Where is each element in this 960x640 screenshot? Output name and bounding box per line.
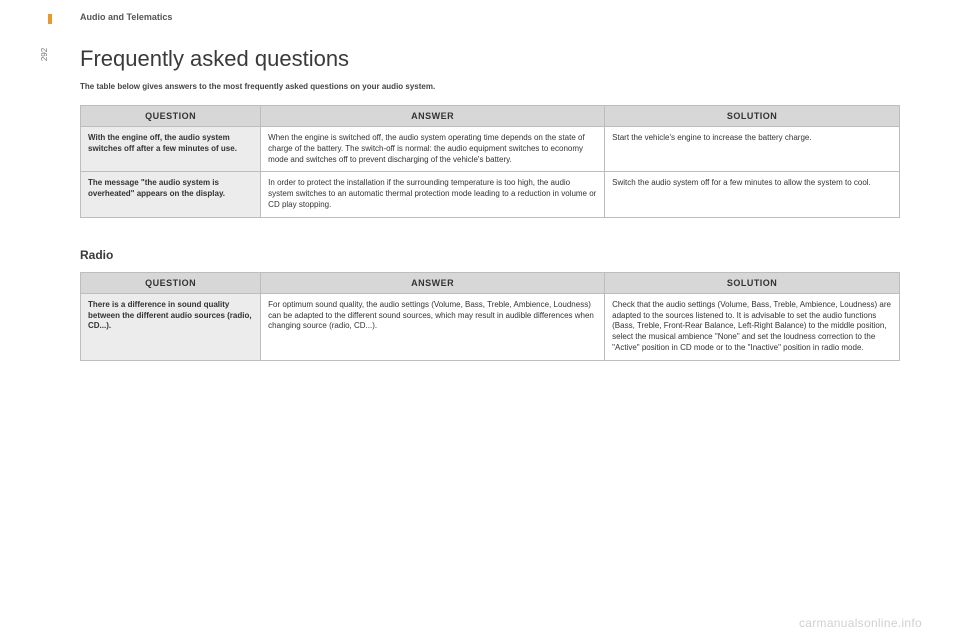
cell-solution: Check that the audio settings (Volume, B… bbox=[605, 293, 900, 360]
faq-table-general: QUESTION ANSWER SOLUTION With the engine… bbox=[80, 105, 900, 218]
col-header-answer: ANSWER bbox=[261, 106, 605, 127]
table-header-row: QUESTION ANSWER SOLUTION bbox=[81, 272, 900, 293]
cell-question: The message "the audio system is overhea… bbox=[81, 172, 261, 217]
table-row: The message "the audio system is overhea… bbox=[81, 172, 900, 217]
cell-question: With the engine off, the audio system sw… bbox=[81, 127, 261, 172]
col-header-question: QUESTION bbox=[81, 106, 261, 127]
radio-heading: Radio bbox=[80, 248, 900, 262]
page-container: Audio and Telematics 292 Frequently aske… bbox=[0, 0, 960, 640]
cell-answer: When the engine is switched off, the aud… bbox=[261, 127, 605, 172]
cell-solution: Start the vehicle's engine to increase t… bbox=[605, 127, 900, 172]
watermark-text: carmanualsonline.info bbox=[799, 616, 922, 630]
intro-text: The table below gives answers to the mos… bbox=[80, 82, 900, 91]
table-row: With the engine off, the audio system sw… bbox=[81, 127, 900, 172]
cell-answer: For optimum sound quality, the audio set… bbox=[261, 293, 605, 360]
table-header-row: QUESTION ANSWER SOLUTION bbox=[81, 106, 900, 127]
section-label: Audio and Telematics bbox=[80, 12, 172, 22]
cell-solution: Switch the audio system off for a few mi… bbox=[605, 172, 900, 217]
cell-answer: In order to protect the installation if … bbox=[261, 172, 605, 217]
page-number: 292 bbox=[40, 48, 49, 61]
faq-table-radio: QUESTION ANSWER SOLUTION There is a diff… bbox=[80, 272, 900, 361]
cell-question: There is a difference in sound quality b… bbox=[81, 293, 261, 360]
col-header-solution: SOLUTION bbox=[605, 106, 900, 127]
col-header-answer: ANSWER bbox=[261, 272, 605, 293]
accent-bar bbox=[48, 14, 52, 24]
page-title: Frequently asked questions bbox=[80, 46, 900, 72]
table-row: There is a difference in sound quality b… bbox=[81, 293, 900, 360]
col-header-question: QUESTION bbox=[81, 272, 261, 293]
col-header-solution: SOLUTION bbox=[605, 272, 900, 293]
